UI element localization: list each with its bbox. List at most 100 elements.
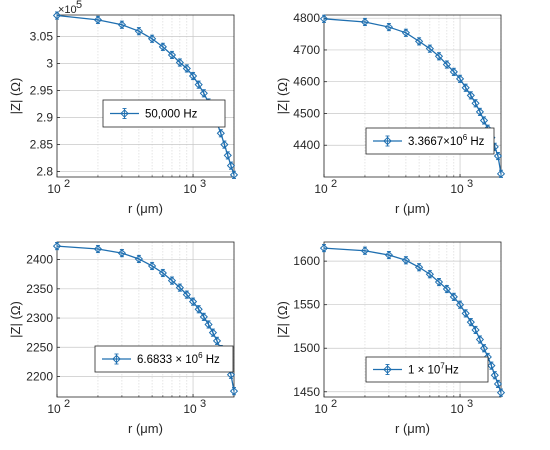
data-point xyxy=(449,67,458,76)
data-point xyxy=(401,28,411,37)
data-point xyxy=(134,254,144,264)
legend-label: 50,000 Hz xyxy=(145,109,198,121)
axes-box xyxy=(323,241,502,398)
legend-marker xyxy=(383,136,392,146)
data-point xyxy=(434,277,444,287)
y-tick-label: 3.05 xyxy=(30,30,54,44)
data-point xyxy=(360,246,370,255)
data-point xyxy=(471,99,480,108)
data-point xyxy=(204,320,213,329)
y-axis-label: |Z| (Ω) xyxy=(275,78,290,115)
data-point xyxy=(182,290,191,299)
data-point xyxy=(461,309,470,318)
data-point xyxy=(167,50,177,60)
data-point xyxy=(117,249,127,258)
data-point xyxy=(384,250,394,260)
data-point xyxy=(93,244,103,254)
x-tick-label-power: 3 xyxy=(200,178,206,190)
axes-box xyxy=(323,14,502,178)
data-point xyxy=(175,58,184,67)
data-point xyxy=(182,64,191,73)
legend-marker xyxy=(120,109,129,118)
x-tick-label-power: 2 xyxy=(64,178,70,190)
data-point xyxy=(496,169,506,178)
y-axis-label: |Z| (Ω) xyxy=(8,78,23,115)
x-tick-label: 10 xyxy=(450,402,464,416)
x-tick-label-power: 2 xyxy=(64,398,70,410)
data-point xyxy=(466,318,475,327)
legend-marker xyxy=(383,365,392,374)
y-tick-label: 2.9 xyxy=(36,111,53,125)
x-tick-label: 10 xyxy=(47,402,61,416)
data-point xyxy=(194,305,203,314)
data-point xyxy=(199,89,208,98)
x-tick-label: 10 xyxy=(450,182,464,196)
data-point xyxy=(466,91,475,100)
plot-area xyxy=(57,242,234,397)
x-tick-label-power: 3 xyxy=(467,178,473,190)
x-tick-label: 10 xyxy=(183,402,197,416)
data-point xyxy=(175,283,184,292)
data-point xyxy=(226,161,236,170)
data-point xyxy=(425,44,434,53)
y-tick-label: 1600 xyxy=(293,254,320,268)
data-point xyxy=(461,83,470,92)
y-tick-label: 4400 xyxy=(293,138,320,152)
data-point xyxy=(496,388,506,397)
y-tick-label: 2.95 xyxy=(30,84,54,98)
data-point xyxy=(434,52,444,61)
y-tick-label: 1450 xyxy=(293,385,320,399)
data-point xyxy=(442,284,451,294)
plot-area xyxy=(57,15,234,177)
x-tick-label-power: 3 xyxy=(200,398,206,410)
data-point xyxy=(414,37,424,46)
x-tick-label-power: 2 xyxy=(331,398,337,410)
y-tick-label: 1550 xyxy=(293,298,320,312)
data-point xyxy=(93,15,103,24)
x-tick-label: 10 xyxy=(47,182,61,196)
data-point xyxy=(455,74,465,83)
y-tick-label: 2250 xyxy=(26,340,53,354)
data-point xyxy=(475,335,485,344)
data-point xyxy=(199,312,208,321)
data-point xyxy=(216,129,225,138)
data-point xyxy=(158,42,167,51)
data-point xyxy=(455,300,465,309)
data-point xyxy=(360,17,370,27)
data-point xyxy=(449,292,458,301)
data-point xyxy=(319,14,329,23)
legend-label: 3.3667×106 Hz xyxy=(408,133,485,148)
x-tick-label: 10 xyxy=(314,182,328,196)
y-tick-label: 2.85 xyxy=(30,138,54,152)
legend-label: 1 × 107Hz xyxy=(408,362,459,377)
data-point xyxy=(475,107,485,116)
legend: 6.6833 × 106 Hz xyxy=(94,345,234,373)
y-tick-label: 3 xyxy=(46,57,53,71)
data-point xyxy=(493,151,503,161)
data-point xyxy=(167,276,177,285)
data-point xyxy=(147,34,157,43)
y-tick-label: 1500 xyxy=(293,341,320,355)
y-tick-label: 4600 xyxy=(293,75,320,89)
data-point xyxy=(425,270,434,279)
data-point xyxy=(194,80,203,89)
y-tick-label: 2350 xyxy=(26,282,53,296)
y-axis-label: |Z| (Ω) xyxy=(275,301,290,338)
y-exponent-power: 5 xyxy=(76,0,82,11)
data-point xyxy=(493,379,503,389)
data-point xyxy=(442,60,451,69)
data-point xyxy=(117,20,127,29)
data-point xyxy=(479,116,489,125)
x-tick-label-power: 3 xyxy=(467,398,473,410)
data-point xyxy=(479,344,489,353)
data-point xyxy=(52,241,62,251)
x-axis-label: r (μm) xyxy=(128,421,163,436)
legend-marker xyxy=(112,354,121,364)
data-point xyxy=(158,268,167,278)
y-exponent-label: ×10 xyxy=(58,4,77,16)
data-point xyxy=(134,27,144,36)
